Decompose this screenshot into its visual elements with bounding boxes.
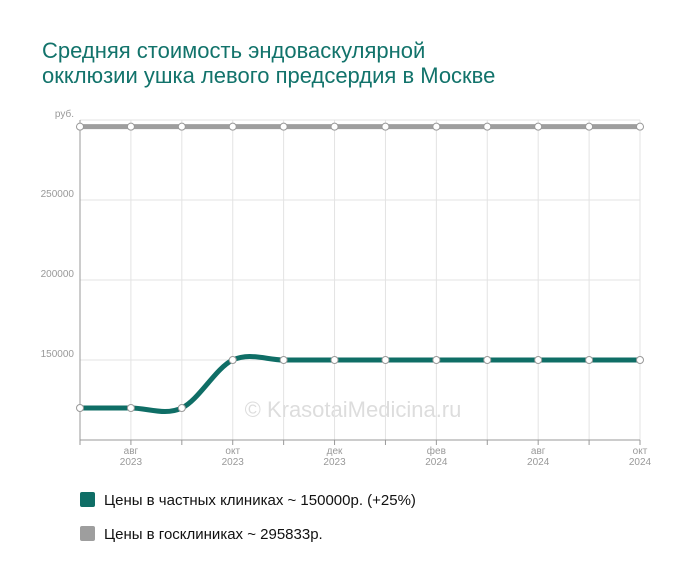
point	[432, 122, 441, 131]
chart-title: Средняя стоимость эндоваскулярной	[42, 38, 425, 63]
point	[126, 122, 135, 131]
y-tick-label: 200000	[41, 269, 75, 280]
y-tick-label: 250000	[41, 189, 75, 200]
y-tick-label: руб.	[55, 108, 74, 120]
point	[228, 356, 237, 364]
point	[483, 356, 492, 364]
point	[381, 356, 390, 364]
legend-swatch	[80, 492, 95, 507]
x-tick-label: авг	[124, 446, 139, 457]
x-tick-label: 2023	[323, 457, 346, 468]
y-tick-label: 150000	[41, 349, 75, 360]
chart-title: окклюзии ушка левого предсердия в Москве	[42, 63, 495, 88]
x-tick-label: окт	[633, 446, 648, 457]
legend-swatch	[80, 526, 95, 541]
x-tick-label: 2024	[629, 457, 652, 468]
x-tick-label: фев	[427, 445, 446, 457]
point	[76, 404, 84, 412]
point	[585, 122, 594, 131]
point	[279, 122, 288, 131]
x-tick-label: 2023	[120, 457, 143, 468]
point	[330, 122, 339, 131]
point	[432, 356, 441, 364]
point	[381, 122, 390, 131]
point	[636, 356, 644, 364]
point	[228, 122, 237, 131]
point	[76, 122, 84, 131]
point	[534, 122, 543, 131]
point	[126, 404, 135, 412]
point	[534, 356, 543, 364]
point	[177, 122, 186, 131]
x-tick-label: окт	[225, 446, 240, 457]
point	[330, 356, 339, 364]
watermark: © KrasotaiMedicina.ru	[245, 397, 462, 422]
point	[585, 356, 594, 364]
x-tick-label: дек	[327, 446, 343, 457]
point	[177, 404, 186, 412]
x-tick-label: 2023	[222, 457, 245, 468]
point	[483, 122, 492, 131]
point	[279, 356, 288, 364]
x-tick-label: авг	[531, 446, 546, 457]
legend-label: Цены в частных клиниках ~ 150000р. (+25%…	[104, 492, 416, 509]
legend-label: Цены в госклиниках ~ 295833р.	[104, 526, 323, 543]
x-tick-label: 2024	[527, 457, 550, 468]
point	[636, 122, 644, 131]
x-tick-label: 2024	[425, 457, 448, 468]
